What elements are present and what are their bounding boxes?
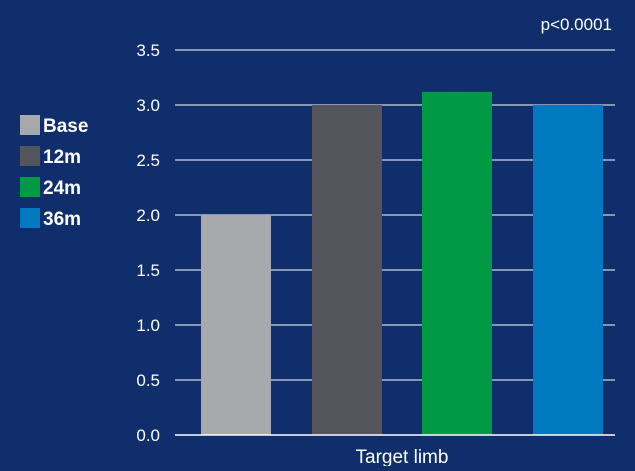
legend-label-36m: 36m <box>43 209 81 230</box>
legend-swatch-24m <box>20 177 40 197</box>
y-tick-label: 0.5 <box>136 371 160 390</box>
y-tick-label: 1.0 <box>136 316 160 335</box>
x-tick-label: Target limb <box>356 447 449 466</box>
bar-24m <box>422 91 492 436</box>
y-axis-ticks: 0.0 0.5 1.0 1.5 2.0 2.5 3.0 3.5 <box>136 41 160 445</box>
bar-36m <box>533 105 603 435</box>
legend-swatch-36m <box>20 208 40 228</box>
legend-swatch-base <box>20 115 40 135</box>
y-tick-label: 1.5 <box>136 261 160 280</box>
p-value-annotation: p<0.0001 <box>541 15 612 34</box>
legend: Base 12m 24m 36m <box>20 115 88 230</box>
bar-base <box>201 215 271 435</box>
y-tick-label: 3.5 <box>136 41 160 60</box>
legend-label-24m: 24m <box>43 178 81 199</box>
bar-12m <box>312 105 382 435</box>
y-tick-label: 0.0 <box>136 426 160 445</box>
y-tick-label: 3.0 <box>136 96 160 115</box>
bars <box>201 91 603 436</box>
legend-swatch-12m <box>20 146 40 166</box>
y-tick-label: 2.0 <box>136 206 160 225</box>
legend-label-12m: 12m <box>43 147 81 168</box>
legend-label-base: Base <box>43 116 88 137</box>
y-tick-label: 2.5 <box>136 151 160 170</box>
